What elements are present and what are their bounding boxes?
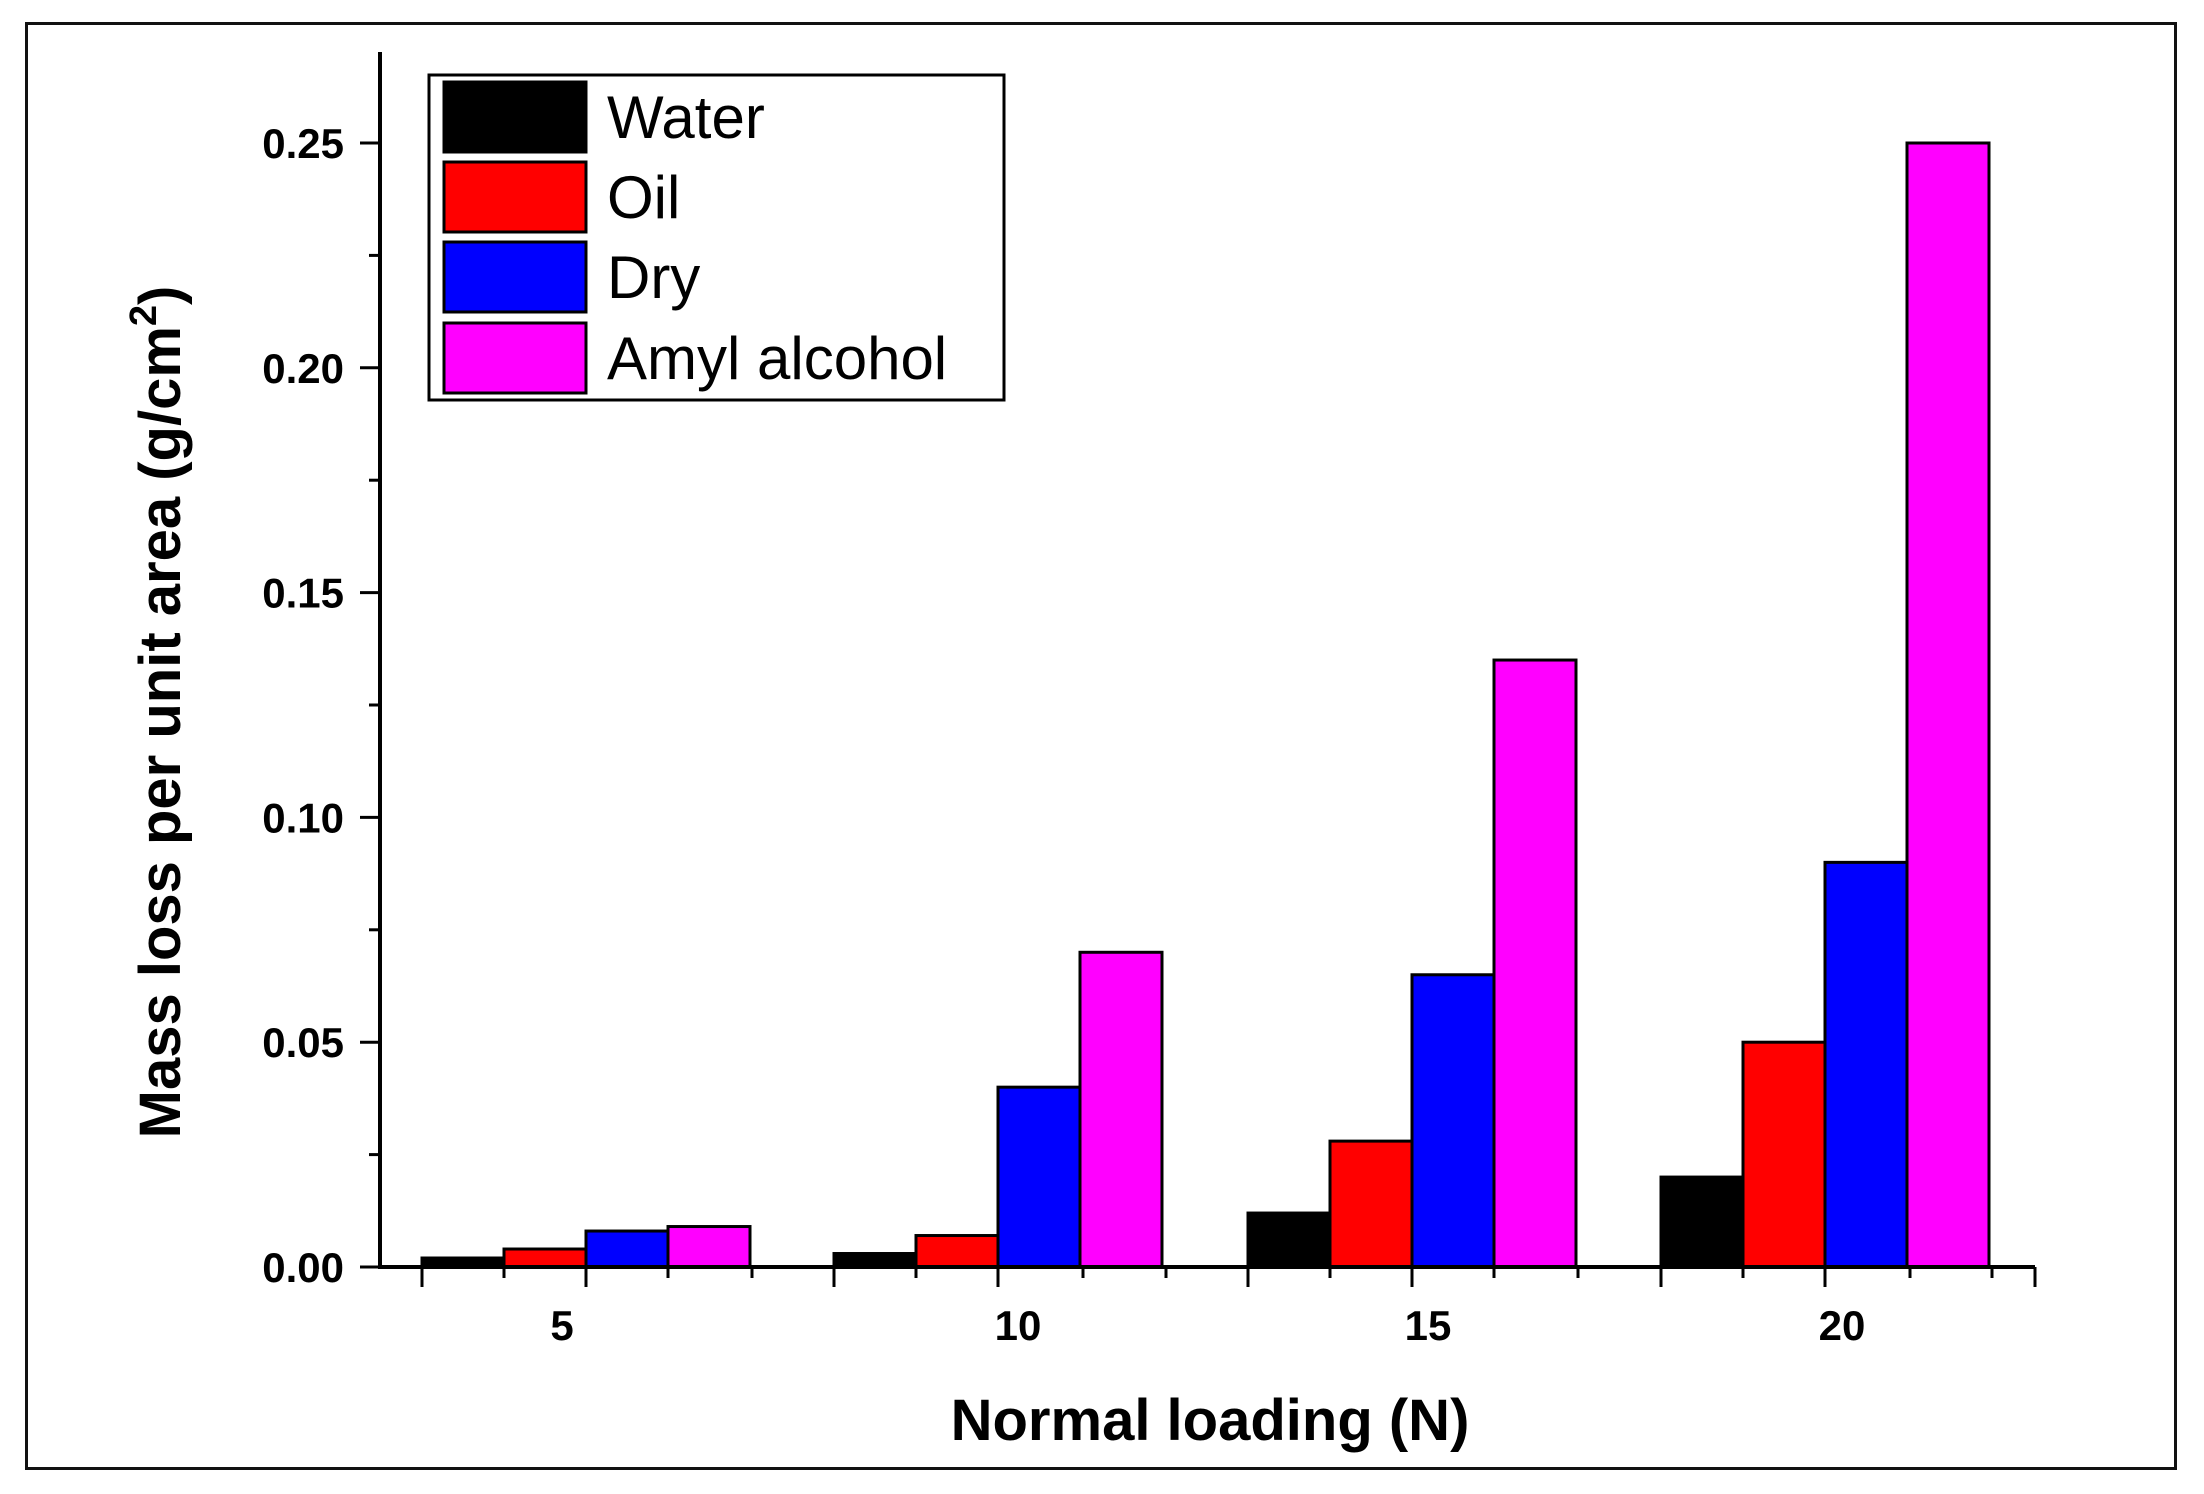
x-tick-label: 15 — [1405, 1302, 1452, 1349]
y-tick-label: 0.10 — [262, 794, 344, 841]
legend-swatch-water — [442, 80, 588, 154]
bar-water-20 — [1659, 1175, 1745, 1269]
bar-oil-20 — [1741, 1040, 1827, 1269]
x-tick-label: 10 — [995, 1302, 1042, 1349]
legend-label-amyl-alcohol: Amyl alcohol — [607, 325, 947, 392]
bar-dry-15 — [1410, 973, 1496, 1269]
bar-oil-15 — [1328, 1139, 1414, 1269]
legend-swatch-amyl-alcohol — [442, 321, 588, 395]
y-tick-label: 0.15 — [262, 570, 344, 617]
bar-oil-10 — [914, 1234, 1000, 1269]
legend-label-water: Water — [607, 84, 765, 151]
bar-oil-5 — [502, 1247, 588, 1269]
legend-label-dry: Dry — [607, 244, 700, 311]
x-axis-title: Normal loading (N) — [951, 1388, 1470, 1453]
bar-amyl-alcohol-5 — [666, 1225, 752, 1269]
legend: Water Oil Dry Amyl alcohol — [427, 73, 1006, 402]
y-axis-title: Mass loss per unit area (g/cm2) — [123, 286, 193, 1139]
x-axis-ticks: 5 10 15 20 — [420, 1267, 2037, 1349]
x-tick-label: 5 — [550, 1302, 573, 1349]
y-tick-label: 0.25 — [262, 120, 344, 167]
bar-amyl-alcohol-10 — [1078, 950, 1164, 1269]
y-axis-title-close: ) — [128, 286, 193, 305]
bar-dry-5 — [584, 1229, 670, 1269]
bars-layer — [420, 141, 1991, 1269]
y-axis-title-main: Mass loss per unit area (g/cm — [128, 326, 193, 1138]
y-axis-title-superscript: 2 — [123, 305, 165, 326]
bar-water-10 — [832, 1252, 918, 1269]
legend-label-oil: Oil — [607, 164, 680, 231]
legend-swatch-dry — [442, 240, 588, 314]
y-axis-ticks: 0.00 0.05 0.10 0.15 0.20 0.25 — [262, 120, 380, 1291]
bar-amyl-alcohol-15 — [1492, 658, 1578, 1269]
bar-water-15 — [1246, 1211, 1332, 1269]
y-tick-label: 0.20 — [262, 345, 344, 392]
bar-dry-20 — [1823, 860, 1909, 1269]
bar-amyl-alcohol-20 — [1905, 141, 1991, 1269]
y-tick-label: 0.00 — [262, 1244, 344, 1291]
legend-swatch-oil — [442, 160, 588, 234]
y-tick-label: 0.05 — [262, 1019, 344, 1066]
x-tick-label: 20 — [1819, 1302, 1866, 1349]
bar-dry-10 — [996, 1085, 1082, 1269]
